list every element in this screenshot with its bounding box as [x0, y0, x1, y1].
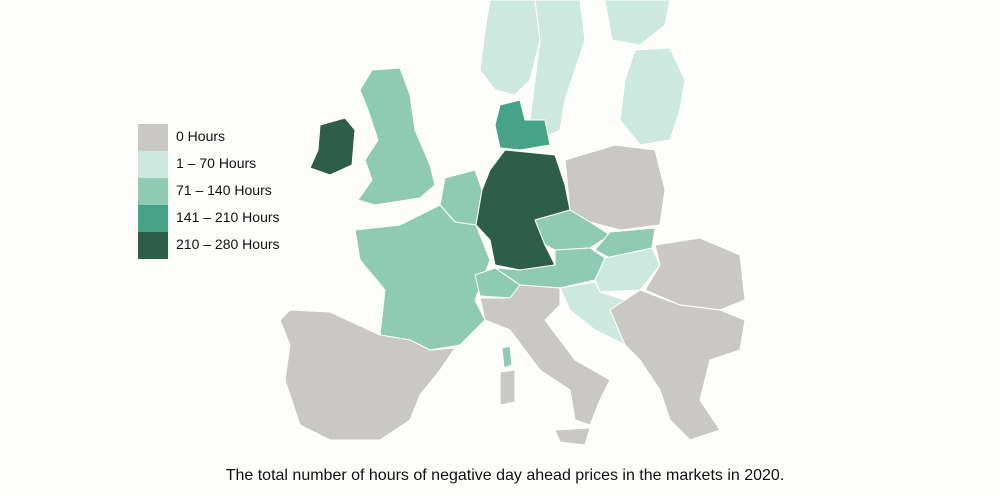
denmark: [494, 99, 551, 151]
iberia: [279, 309, 457, 441]
countries: [279, 0, 746, 446]
sweden: [529, 0, 586, 141]
legend-label: 1 – 70 Hours: [176, 155, 256, 171]
legend-swatch: [138, 124, 168, 151]
legend-label: 210 – 280 Hours: [176, 236, 280, 252]
legend-label: 0 Hours: [176, 128, 225, 144]
balkans: [609, 289, 746, 441]
corsica: [501, 345, 513, 369]
ireland: [309, 117, 356, 176]
united-kingdom: [357, 67, 436, 206]
legend-label: 71 – 140 Hours: [176, 182, 272, 198]
sardinia: [499, 369, 516, 406]
italy: [479, 284, 611, 426]
czechia: [534, 209, 611, 251]
caption: The total number of hours of negative da…: [226, 467, 785, 484]
legend-label: 141 – 210 Hours: [176, 209, 280, 225]
sicily: [554, 427, 591, 446]
finland: [604, 0, 671, 46]
legend-swatch: [138, 151, 168, 178]
legend: 0 Hours 1 – 70 Hours 71 – 140 Hours 141 – 2…: [138, 124, 280, 259]
baltics: [619, 47, 686, 146]
legend-swatch: [138, 205, 168, 232]
legend-swatch: [138, 178, 168, 205]
legend-swatch: [138, 232, 168, 259]
